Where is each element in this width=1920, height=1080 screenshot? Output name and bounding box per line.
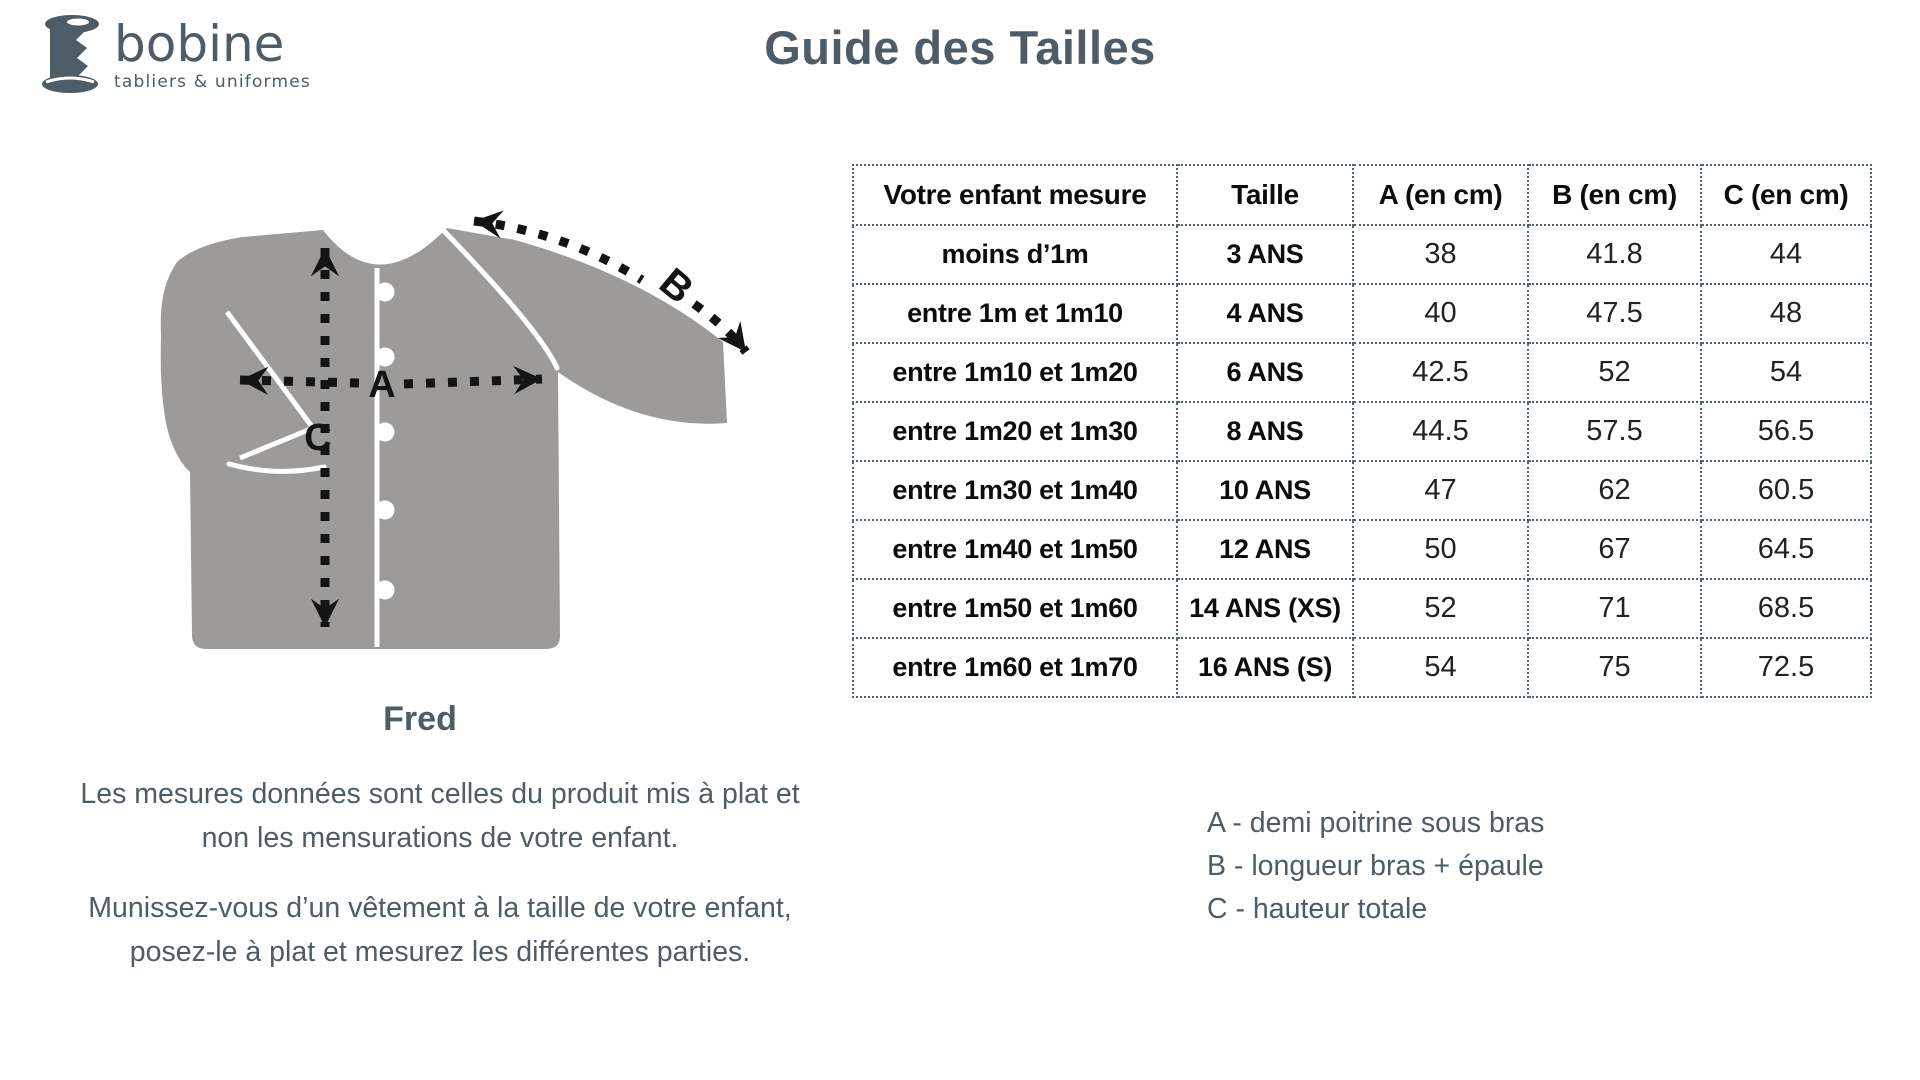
legend-item-a: A - demi poitrine sous bras [1207, 807, 1545, 839]
height-range-cell: entre 1m50 et 1m60 [852, 578, 1178, 639]
brand-tagline: tabliers & uniformes [114, 72, 311, 92]
table-row: entre 1m30 et 1m40 10 ANS 47 62 60.5 [852, 460, 1872, 521]
table-body: moins d’1m 3 ANS 38 41.8 44 entre 1m et 1m10 4… [852, 224, 1872, 698]
height-range-cell: entre 1m10 et 1m20 [852, 342, 1178, 403]
shoulder-seam-line [440, 227, 560, 371]
brand-text: bobine tabliers & uniformes [114, 18, 311, 92]
measure-value-cell: 67 [1527, 519, 1702, 580]
height-range-cell: entre 1m20 et 1m30 [852, 401, 1178, 462]
measure-value-cell: 47.5 [1527, 283, 1702, 344]
size-cell: 4 ANS [1176, 283, 1354, 344]
size-cell: 10 ANS [1176, 460, 1354, 521]
measure-label-c: C [304, 417, 331, 459]
measure-value-cell: 44 [1700, 224, 1872, 285]
table-row: entre 1m40 et 1m50 12 ANS 50 67 64.5 [852, 519, 1872, 580]
spool-icon [42, 15, 99, 93]
garment-body [160, 228, 727, 649]
brand-name: bobine [114, 15, 285, 73]
note-line: non les mensurations de votre enfant. [201, 822, 679, 854]
column-header: Taille [1176, 164, 1354, 226]
table-row: entre 1m50 et 1m60 14 ANS (XS) 52 71 68.5 [852, 578, 1872, 639]
height-range-cell: moins d’1m [852, 224, 1178, 285]
size-cell: 14 ANS (XS) [1176, 578, 1354, 639]
measure-legend: A - demi poitrine sous bras B - longueur… [1207, 802, 1544, 931]
measure-value-cell: 42.5 [1352, 342, 1529, 403]
measure-value-cell: 48 [1700, 283, 1872, 344]
table-header-row: Votre enfant mesure Taille A (en cm) B (en … [852, 164, 1872, 226]
measure-value-cell: 62 [1527, 460, 1702, 521]
measure-value-cell: 41.8 [1527, 224, 1702, 285]
measure-value-cell: 38 [1352, 224, 1529, 285]
legend-item-b: B - longueur bras + épaule [1207, 850, 1544, 882]
height-range-cell: entre 1m60 et 1m70 [852, 637, 1178, 698]
legend-item-c: C - hauteur totale [1207, 893, 1428, 925]
measure-value-cell: 57.5 [1527, 401, 1702, 462]
column-header: B (en cm) [1527, 164, 1702, 226]
garment-diagram: A B C [80, 160, 790, 700]
measure-value-cell: 44.5 [1352, 401, 1529, 462]
size-cell: 6 ANS [1176, 342, 1354, 403]
measure-arrow-a-right [403, 365, 543, 395]
measure-value-cell: 64.5 [1700, 519, 1872, 580]
size-cell: 16 ANS (S) [1176, 637, 1354, 698]
table-row: moins d’1m 3 ANS 38 41.8 44 [852, 224, 1872, 285]
measurement-notes: Les mesures données sont celles du produ… [20, 772, 860, 974]
measure-arrow-b-lower [691, 300, 750, 355]
measure-value-cell: 68.5 [1700, 578, 1872, 639]
height-range-cell: entre 1m et 1m10 [852, 283, 1178, 344]
measure-value-cell: 54 [1352, 637, 1529, 698]
height-range-cell: entre 1m30 et 1m40 [852, 460, 1178, 521]
size-cell: 8 ANS [1176, 401, 1354, 462]
measure-label-a: A [368, 364, 395, 406]
note-instructions: Munissez-vous d’un vêtement à la taille … [20, 886, 860, 974]
measure-value-cell: 50 [1352, 519, 1529, 580]
page-title: Guide des Tailles [764, 21, 1156, 74]
measure-value-cell: 72.5 [1700, 637, 1872, 698]
size-table: Votre enfant mesure Taille A (en cm) B (en … [852, 164, 1872, 698]
note-product-flat: Les mesures données sont celles du produ… [20, 772, 860, 860]
column-header: A (en cm) [1352, 164, 1529, 226]
brand-logo: bobine tabliers & uniformes [40, 12, 311, 96]
measure-value-cell: 71 [1527, 578, 1702, 639]
measure-value-cell: 40 [1352, 283, 1529, 344]
table-row: entre 1m10 et 1m20 6 ANS 42.5 52 54 [852, 342, 1872, 403]
table-row: entre 1m20 et 1m30 8 ANS 44.5 57.5 56.5 [852, 401, 1872, 462]
measure-value-cell: 54 [1700, 342, 1872, 403]
measure-value-cell: 52 [1352, 578, 1529, 639]
size-cell: 12 ANS [1176, 519, 1354, 580]
measure-arrow-b-upper [473, 210, 645, 284]
button-dots [375, 282, 395, 600]
column-header: Votre enfant mesure [852, 164, 1178, 226]
size-cell: 3 ANS [1176, 224, 1354, 285]
note-line: posez-le à plat et mesurez les différent… [129, 936, 751, 968]
measure-value-cell: 56.5 [1700, 401, 1872, 462]
height-range-cell: entre 1m40 et 1m50 [852, 519, 1178, 580]
garment-illustration: A B C [160, 210, 750, 649]
table-row: entre 1m et 1m10 4 ANS 40 47.5 48 [852, 283, 1872, 344]
measure-value-cell: 47 [1352, 460, 1529, 521]
measure-value-cell: 52 [1527, 342, 1702, 403]
column-header: C (en cm) [1700, 164, 1872, 226]
product-name: Fred [383, 700, 457, 738]
measure-value-cell: 60.5 [1700, 460, 1872, 521]
note-line: Les mesures données sont celles du produ… [80, 778, 800, 810]
measure-value-cell: 75 [1527, 637, 1702, 698]
table-row: entre 1m60 et 1m70 16 ANS (S) 54 75 72.5 [852, 637, 1872, 698]
note-line: Munissez-vous d’un vêtement à la taille … [88, 892, 792, 924]
